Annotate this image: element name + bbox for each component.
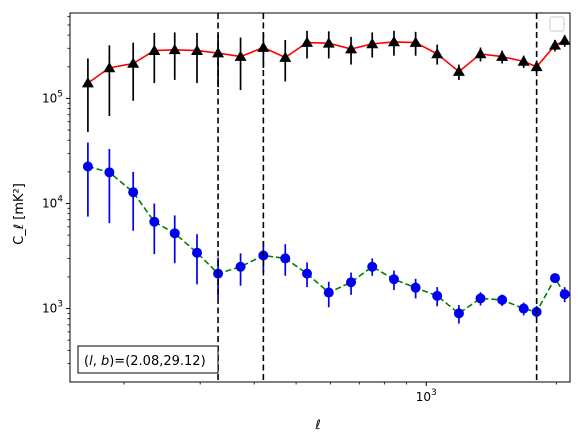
series-2-point bbox=[104, 167, 115, 178]
series-2-point bbox=[280, 253, 291, 264]
series-1-point bbox=[103, 61, 116, 73]
series-1-point bbox=[409, 36, 422, 47]
series-1-point bbox=[322, 37, 335, 48]
series-2-point bbox=[128, 187, 139, 198]
series-2-point bbox=[388, 274, 399, 285]
series-2 bbox=[82, 142, 570, 324]
series-2-point bbox=[346, 277, 357, 288]
series-1-point bbox=[496, 50, 509, 61]
series-2-point bbox=[302, 268, 313, 279]
series-2-point bbox=[559, 289, 570, 300]
series-1-point bbox=[168, 43, 181, 55]
plot-area bbox=[81, 30, 571, 324]
series-1-point bbox=[549, 39, 562, 50]
series-2-point bbox=[235, 261, 246, 272]
y-tick-label: 104 bbox=[42, 194, 63, 210]
series-1-point bbox=[474, 47, 487, 59]
series-1-point bbox=[81, 77, 94, 88]
annotation-box: (l, b)=(2.08,29.12) bbox=[77, 345, 219, 374]
series-2-point bbox=[518, 303, 529, 314]
series-1-point bbox=[558, 34, 571, 45]
series-1-point bbox=[452, 65, 465, 76]
series-1-point bbox=[345, 43, 358, 54]
series-2-point bbox=[453, 308, 464, 319]
series-2-point bbox=[149, 216, 160, 227]
series-1-point bbox=[279, 51, 292, 62]
annotation-text: (l, b)=(2.08,29.12) bbox=[84, 354, 206, 369]
series-2-point bbox=[82, 161, 93, 172]
series-2-point bbox=[323, 287, 334, 298]
series-2-point bbox=[475, 293, 486, 304]
series-1-point bbox=[366, 37, 379, 49]
series-1-point bbox=[387, 35, 400, 47]
series-2-point bbox=[432, 290, 443, 301]
series-2-point bbox=[497, 294, 508, 305]
series-1 bbox=[81, 30, 571, 132]
series-1-point bbox=[127, 57, 140, 68]
x-axis-label: ℓ bbox=[314, 418, 320, 433]
series-1-point bbox=[431, 47, 444, 59]
series-2-point bbox=[192, 247, 203, 258]
series-1-point bbox=[301, 36, 314, 47]
y-tick-label: 103 bbox=[42, 300, 63, 316]
x-tick-label: 103 bbox=[416, 388, 437, 404]
series-1-point bbox=[148, 44, 161, 55]
series-2-point bbox=[367, 261, 378, 272]
plot-frame bbox=[69, 12, 571, 383]
legend-box bbox=[549, 16, 565, 32]
series-2-point bbox=[550, 273, 561, 284]
series-2-point bbox=[410, 282, 421, 293]
axes: 103 104 105 103 bbox=[42, 12, 571, 404]
series-2-point bbox=[169, 228, 180, 239]
series-1-point bbox=[234, 50, 247, 61]
vertical-markers bbox=[217, 13, 538, 382]
y-axis-label: C_ℓ [mK²] bbox=[12, 183, 27, 245]
series-1-point bbox=[191, 44, 204, 55]
series-1-point bbox=[517, 55, 530, 66]
y-tick-label: 105 bbox=[42, 89, 63, 105]
